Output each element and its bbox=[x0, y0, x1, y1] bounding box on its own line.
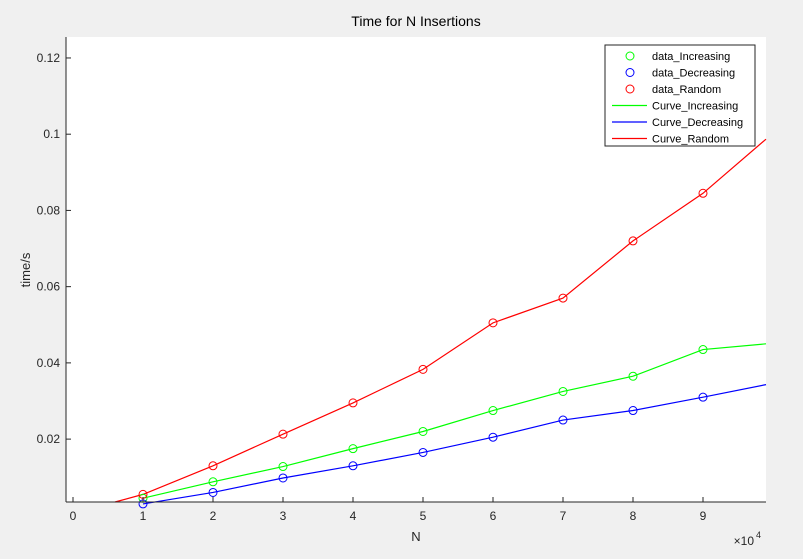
y-axis-label: time/s bbox=[18, 252, 33, 287]
data-point-data_Random bbox=[558, 293, 568, 303]
data-point-data_Random bbox=[348, 398, 358, 408]
chart-title: Time for N Insertions bbox=[351, 13, 480, 29]
x-exponent-power: 4 bbox=[756, 530, 761, 540]
legend-entry: data_Increasing bbox=[652, 51, 730, 63]
data-point-data_Increasing bbox=[558, 386, 568, 396]
data-point-data_Decreasing bbox=[628, 406, 638, 416]
data-point-data_Random bbox=[628, 236, 638, 246]
legend-entry: Curve_Increasing bbox=[652, 101, 738, 113]
series-line-Curve_Increasing bbox=[142, 343, 767, 499]
data-point-data_Increasing bbox=[208, 477, 218, 487]
x-tick-label: 1 bbox=[140, 509, 147, 523]
axes bbox=[65, 37, 766, 503]
x-tick-label: 0 bbox=[70, 509, 77, 523]
x-ticks: 0 1 2 3 4 5 6 7 8 9 bbox=[70, 497, 707, 523]
data-point-data_Random bbox=[418, 364, 428, 374]
legend-entry: data_Decreasing bbox=[652, 68, 735, 80]
data-point-data_Increasing bbox=[488, 406, 498, 416]
legend-marker bbox=[625, 68, 635, 77]
x-tick-label: 4 bbox=[350, 509, 357, 523]
y-tick-label: 0.08 bbox=[37, 203, 61, 217]
data-point-data_Increasing bbox=[628, 371, 638, 381]
legend-entry: data_Random bbox=[652, 84, 721, 96]
legend-entry: Curve_Decreasing bbox=[652, 117, 743, 129]
data-point-data_Decreasing bbox=[488, 432, 498, 442]
y-ticks: 0.02 0.04 0.06 0.08 0.1 0.12 bbox=[37, 51, 71, 446]
x-exponent-label: ×10 bbox=[734, 534, 755, 548]
data-point-data_Increasing bbox=[698, 345, 708, 355]
legend-box bbox=[604, 44, 756, 147]
x-tick-label: 9 bbox=[700, 509, 707, 523]
x-tick-label: 5 bbox=[420, 509, 427, 523]
data-point-data_Decreasing bbox=[698, 392, 708, 402]
series-line-Curve_Decreasing bbox=[142, 384, 767, 505]
data-point-data_Random bbox=[278, 429, 288, 439]
series-line-Curve_Random bbox=[114, 138, 767, 503]
data-point-data_Random bbox=[698, 188, 708, 198]
data-point-data_Random bbox=[208, 461, 218, 471]
x-tick-label: 2 bbox=[210, 509, 217, 523]
x-axis-label: N bbox=[411, 529, 420, 544]
legend: data_Increasing data_Decreasing data_Rando… bbox=[604, 44, 756, 147]
data-point-data_Increasing bbox=[278, 462, 288, 472]
x-tick-label: 7 bbox=[560, 509, 567, 523]
y-tick-label: 0.1 bbox=[43, 127, 60, 141]
y-tick-label: 0.04 bbox=[37, 356, 61, 370]
y-tick-label: 0.06 bbox=[37, 280, 61, 294]
y-tick-label: 0.12 bbox=[37, 51, 61, 65]
x-tick-label: 6 bbox=[490, 509, 497, 523]
data-point-data_Decreasing bbox=[418, 447, 428, 457]
y-tick-label: 0.02 bbox=[37, 432, 61, 446]
data-point-data_Increasing bbox=[418, 426, 428, 436]
data-point-data_Random bbox=[488, 318, 498, 328]
data-point-data_Decreasing bbox=[208, 487, 218, 497]
legend-marker bbox=[625, 51, 635, 61]
legend-marker bbox=[625, 84, 635, 94]
data-point-data_Decreasing bbox=[278, 473, 288, 483]
series-lines bbox=[114, 138, 767, 505]
x-tick-label: 3 bbox=[280, 509, 287, 523]
x-tick-label: 8 bbox=[630, 509, 637, 523]
data-point-data_Decreasing bbox=[348, 461, 358, 471]
legend-entry: Curve_Random bbox=[652, 134, 729, 146]
series-markers bbox=[138, 188, 708, 509]
data-point-data_Increasing bbox=[348, 444, 358, 454]
data-point-data_Decreasing bbox=[558, 415, 568, 425]
